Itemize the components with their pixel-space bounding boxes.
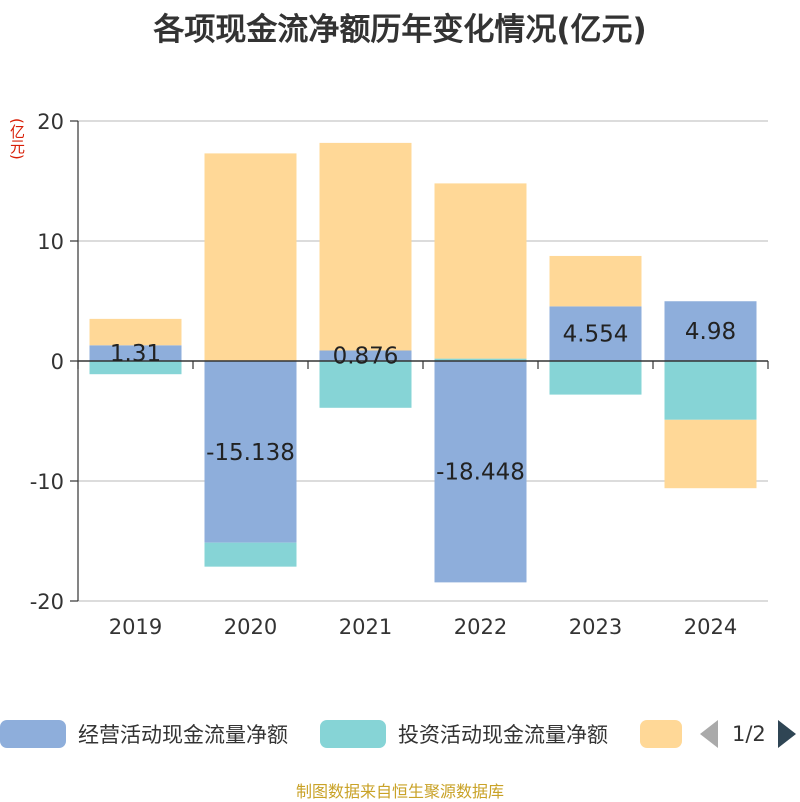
bar-investing: [664, 361, 757, 420]
legend-item-financing[interactable]: [640, 712, 682, 756]
legend-label-investing: 投资活动现金流量净额: [398, 723, 608, 747]
stacked-bar-chart: -20 -10 0 10 20 1.31 -15.138 0.876 -18.448 4.554 4…: [30, 110, 769, 639]
legend-swatch-operating: [0, 720, 66, 748]
bar-financing: [319, 142, 412, 351]
bar-operating: [204, 361, 297, 543]
y-axis-unit-label: (亿元): [8, 118, 26, 160]
bar-investing: [319, 361, 412, 408]
legend-prev-page-icon[interactable]: [700, 720, 718, 748]
legend-item-operating[interactable]: 经营活动现金流量净额: [0, 712, 288, 756]
y-tick-label: 20: [37, 110, 64, 134]
data-label-operating: 1.31: [110, 341, 161, 367]
data-label-operating: -15.138: [206, 440, 295, 466]
data-label-operating: 4.554: [563, 322, 629, 348]
y-tick-label: -10: [30, 470, 64, 494]
legend-next-page-icon[interactable]: [777, 720, 796, 748]
bar-investing: [549, 361, 642, 395]
bar-financing: [204, 153, 297, 361]
chart-title: 各项现金流净额历年变化情况(亿元): [153, 12, 647, 48]
bar-financing: [549, 255, 642, 307]
x-tick-label: 2022: [454, 615, 507, 639]
bar-operating: [319, 350, 412, 361]
bar-financing: [434, 183, 527, 359]
x-tick-label: 2021: [339, 615, 392, 639]
legend-pager: 1/2: [700, 712, 796, 756]
x-tick-label: 2023: [569, 615, 622, 639]
bar-operating: [434, 361, 527, 583]
bar-operating: [549, 306, 642, 361]
bar-investing: [204, 542, 297, 567]
bar-financing: [664, 419, 757, 489]
y-tick-label: 10: [37, 230, 64, 254]
legend-swatch-financing: [640, 720, 682, 748]
legend-page-indicator: 1/2: [732, 722, 766, 746]
x-tick-label: 2019: [109, 615, 162, 639]
y-tick-label: -20: [30, 590, 64, 614]
legend-item-investing[interactable]: 投资活动现金流量净额: [320, 712, 608, 756]
data-source-note: 制图数据来自恒生聚源数据库: [295, 782, 504, 801]
x-tick-label: 2024: [684, 615, 737, 639]
y-tick-label: 0: [51, 350, 64, 374]
bar-investing: [89, 361, 182, 375]
bar-investing: [434, 358, 527, 361]
data-label-operating: -18.448: [436, 460, 525, 486]
bar-operating: [664, 301, 757, 361]
bar-operating: [89, 345, 182, 361]
legend: 经营活动现金流量净额 投资活动现金流量净额 1/2: [0, 712, 800, 756]
bar-financing: [89, 318, 182, 346]
data-label-operating: 0.876: [333, 344, 399, 370]
data-label-operating: 4.98: [685, 319, 736, 345]
legend-label-operating: 经营活动现金流量净额: [78, 723, 288, 747]
x-tick-label: 2020: [224, 615, 277, 639]
legend-swatch-investing: [320, 720, 386, 748]
